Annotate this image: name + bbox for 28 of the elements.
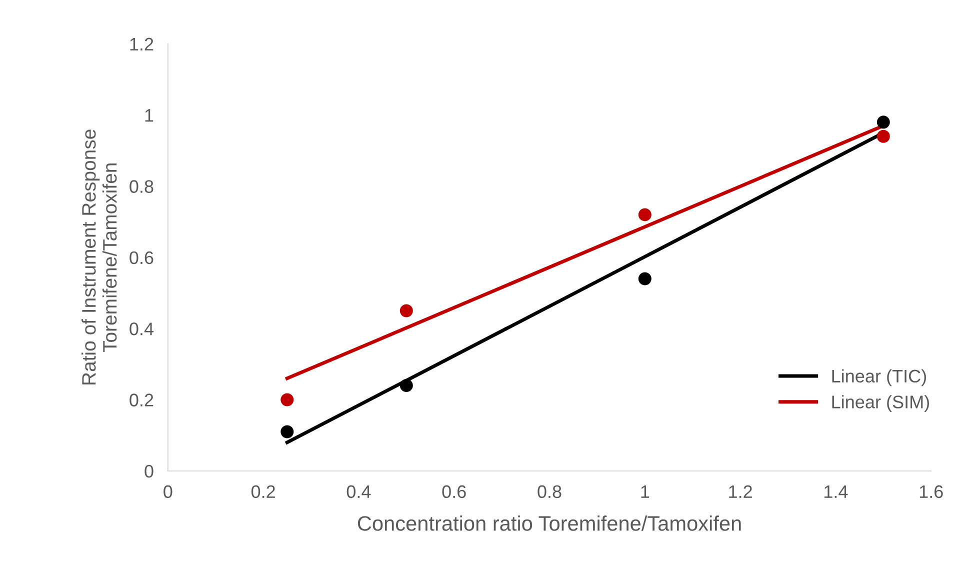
x-tick-label: 0.8 bbox=[538, 485, 562, 498]
x-tick-label: 0 bbox=[164, 485, 172, 498]
point bbox=[400, 304, 413, 318]
point bbox=[280, 393, 294, 406]
point bbox=[638, 208, 652, 222]
x-tick-label: 1 bbox=[641, 485, 650, 498]
y-tick-label: 0 bbox=[144, 464, 154, 478]
legend-label: Linear (TIC) bbox=[832, 369, 926, 386]
x-tick-label: 1.2 bbox=[729, 485, 752, 498]
x-axis-title: Concentration ratio Toremifene/Tamoxifen bbox=[358, 516, 741, 531]
x-tick-label: 1.6 bbox=[920, 485, 943, 498]
y-axis-title: Ratio of Instrument Response Toremifene/Tamoxifen bbox=[82, 130, 117, 384]
x-tick-label: 1.4 bbox=[824, 485, 848, 498]
y-tick-label: 0.8 bbox=[130, 180, 154, 193]
point bbox=[876, 116, 890, 129]
x-tick-label: 0.6 bbox=[442, 485, 466, 498]
x-tick-label: 0.4 bbox=[346, 485, 371, 498]
point bbox=[638, 272, 652, 286]
point bbox=[400, 379, 413, 392]
point bbox=[876, 130, 890, 143]
y-tick-label: 1 bbox=[145, 109, 154, 122]
x-tick-label: 0.2 bbox=[251, 485, 275, 498]
y-tick-label: 0.6 bbox=[130, 251, 154, 264]
y-tick-label: 1.2 bbox=[130, 38, 154, 50]
legend-label: Linear (SIM) bbox=[832, 395, 930, 412]
y-tick-label: 0.4 bbox=[130, 322, 154, 336]
point bbox=[280, 425, 294, 438]
y-tick-label: 0.2 bbox=[130, 394, 154, 406]
